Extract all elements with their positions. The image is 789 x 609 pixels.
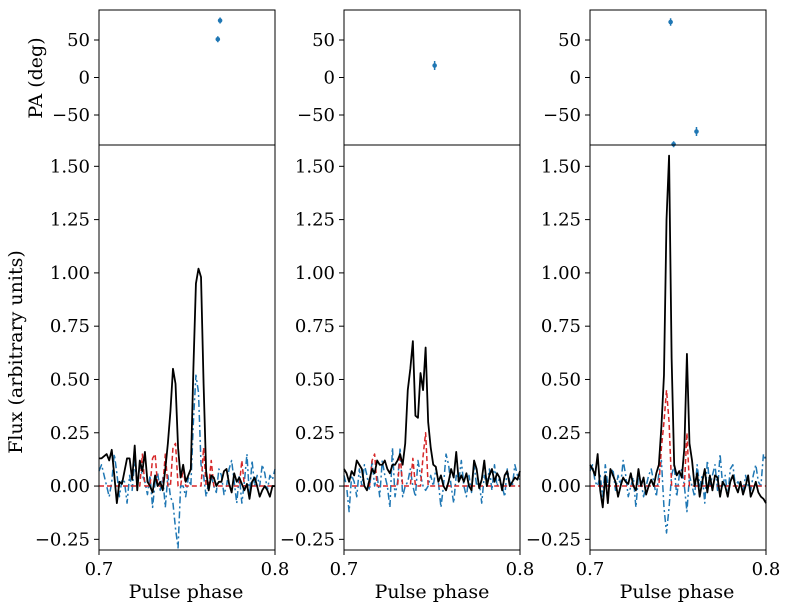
flux-ytick-label: 0.25 — [541, 423, 581, 444]
flux-ytick-label: 0.00 — [295, 476, 335, 497]
xtick-label: 0.7 — [330, 559, 359, 580]
series-total-right — [589, 154, 767, 509]
series-linear-middle — [344, 432, 520, 487]
flux-ytick-label: −0.25 — [280, 529, 335, 550]
flux-ytick-label: −0.25 — [526, 529, 581, 550]
pa-ytick-label: 0 — [324, 68, 335, 89]
pa-point-left-0 — [215, 36, 221, 43]
series-total-middle — [343, 340, 521, 492]
flux-ytick-label: 1.00 — [50, 263, 90, 284]
series-circular-middle — [343, 446, 521, 513]
pa-marker — [671, 141, 676, 147]
flux-ytick-label: 1.25 — [295, 210, 335, 231]
pa-marker — [432, 63, 437, 68]
pa-ytick-label: −50 — [543, 105, 581, 126]
pa-ytick-label: 0 — [570, 68, 581, 89]
pa-point-left-1 — [217, 17, 223, 24]
flux-ytick-label: 1.25 — [541, 210, 581, 231]
flux-axis-title: Flux (arbitrary units) — [5, 250, 27, 454]
pa-ytick-label: 50 — [312, 30, 335, 51]
x-axis-title-right: Pulse phase — [620, 581, 735, 603]
series-total-left — [99, 267, 275, 505]
pa-marker — [217, 18, 223, 23]
pa-ytick-label: −50 — [297, 105, 335, 126]
pa-ytick-label: 50 — [558, 30, 581, 51]
flux-ytick-label: 1.50 — [295, 156, 335, 177]
xtick-label: 0.7 — [576, 559, 605, 580]
series-circular-left — [98, 374, 276, 549]
xtick-label: 0.8 — [752, 559, 781, 580]
flux-axes-frame-left — [98, 144, 276, 551]
pa-point-right-2 — [694, 127, 699, 136]
flux-ytick-label: 1.50 — [541, 156, 581, 177]
flux-ytick-label: 0.75 — [50, 316, 90, 337]
series-linear-right — [590, 389, 766, 487]
pa-marker — [668, 19, 673, 25]
x-axis-title-left: Pulse phase — [129, 581, 244, 603]
pa-point-middle-0 — [432, 61, 437, 70]
flux-ytick-label: 0.00 — [50, 476, 90, 497]
flux-ytick-label: 0.75 — [541, 316, 581, 337]
pa-marker — [215, 36, 221, 42]
panel-left: 50 0 −50 1.50 1.25 1.00 0.75 0.50 0.25 0.00 −0.25 0… — [35, 9, 290, 580]
x-axis-title-middle: Pulse phase — [375, 581, 490, 603]
flux-axes-frame-right — [589, 144, 767, 551]
flux-axes-frame-middle — [343, 144, 521, 551]
flux-ytick-label: 0.00 — [541, 476, 581, 497]
panel-middle: 50 0 −50 1.50 1.25 1.00 0.75 0.50 0.25 0.00 −0.25 0… — [280, 9, 535, 580]
flux-ytick-label: 0.50 — [541, 369, 581, 390]
flux-ytick-label: 0.25 — [50, 423, 90, 444]
flux-ytick-label: 0.50 — [295, 369, 335, 390]
xtick-label: 0.7 — [85, 559, 114, 580]
flux-ytick-label: 1.00 — [295, 263, 335, 284]
pa-point-right-0 — [668, 18, 673, 26]
flux-ytick-label: 1.00 — [541, 263, 581, 284]
flux-ytick-label: 1.50 — [50, 156, 90, 177]
pa-ytick-label: 50 — [67, 30, 90, 51]
pa-marker — [694, 129, 699, 134]
flux-ytick-label: 0.75 — [295, 316, 335, 337]
pa-ytick-label: −50 — [52, 105, 90, 126]
flux-ytick-label: 0.50 — [50, 369, 90, 390]
xtick-label: 0.8 — [506, 559, 535, 580]
flux-ytick-label: −0.25 — [35, 529, 90, 550]
xtick-label: 0.8 — [261, 559, 290, 580]
flux-ytick-label: 1.25 — [50, 210, 90, 231]
panel-right: 50 0 −50 1.50 1.25 1.00 0.75 0.50 0.25 0.00 −0.25 0… — [526, 9, 781, 580]
pa-axis-title: PA (deg) — [25, 37, 47, 118]
flux-ytick-label: 0.25 — [295, 423, 335, 444]
pa-ytick-label: 0 — [79, 68, 90, 89]
